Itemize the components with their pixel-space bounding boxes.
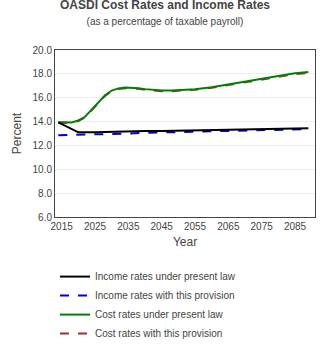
svg-text:2065: 2065 bbox=[217, 221, 240, 232]
svg-text:14.0: 14.0 bbox=[33, 116, 53, 127]
svg-text:Cost rates with this provision: Cost rates with this provision bbox=[95, 328, 222, 339]
svg-text:Income rates with this provisi: Income rates with this provision bbox=[95, 290, 235, 301]
svg-text:18.0: 18.0 bbox=[33, 68, 53, 79]
svg-text:8.0: 8.0 bbox=[38, 188, 52, 199]
svg-text:20.0: 20.0 bbox=[33, 45, 53, 56]
svg-text:2015: 2015 bbox=[51, 221, 74, 232]
svg-text:OASDI Cost Rates and Income Ra: OASDI Cost Rates and Income Rates(as a p… bbox=[60, 0, 270, 27]
svg-text:10.0: 10.0 bbox=[33, 164, 53, 175]
svg-text:2085: 2085 bbox=[284, 221, 307, 232]
svg-text:Year: Year bbox=[173, 235, 197, 249]
svg-text:Income rates under present law: Income rates under present law bbox=[95, 271, 236, 282]
svg-text:2025: 2025 bbox=[84, 221, 107, 232]
svg-text:2075: 2075 bbox=[251, 221, 274, 232]
svg-text:Percent: Percent bbox=[10, 112, 24, 154]
svg-text:12.0: 12.0 bbox=[33, 140, 53, 151]
svg-text:2055: 2055 bbox=[184, 221, 207, 232]
svg-text:2045: 2045 bbox=[151, 221, 174, 232]
svg-text:6.0: 6.0 bbox=[38, 212, 52, 223]
svg-text:2035: 2035 bbox=[117, 221, 140, 232]
svg-text:16.0: 16.0 bbox=[33, 92, 53, 103]
svg-text:Cost rates under present law: Cost rates under present law bbox=[95, 309, 224, 320]
